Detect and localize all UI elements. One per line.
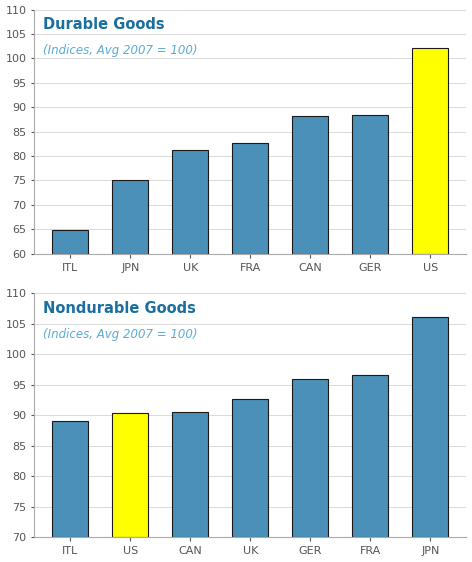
- Bar: [232, 399, 268, 537]
- Bar: [172, 412, 208, 537]
- Bar: [353, 115, 388, 253]
- Bar: [172, 149, 208, 253]
- Bar: [413, 317, 448, 537]
- Bar: [112, 180, 148, 253]
- Text: Durable Goods: Durable Goods: [43, 17, 164, 32]
- Bar: [112, 413, 148, 537]
- Bar: [353, 375, 388, 537]
- Text: (Indices, Avg 2007 = 100): (Indices, Avg 2007 = 100): [43, 328, 197, 341]
- Text: Nondurable Goods: Nondurable Goods: [43, 301, 196, 316]
- Bar: [52, 230, 88, 253]
- Bar: [52, 422, 88, 537]
- Bar: [232, 143, 268, 253]
- Bar: [292, 116, 329, 253]
- Text: (Indices, Avg 2007 = 100): (Indices, Avg 2007 = 100): [43, 44, 197, 57]
- Bar: [292, 379, 329, 537]
- Bar: [413, 48, 448, 253]
